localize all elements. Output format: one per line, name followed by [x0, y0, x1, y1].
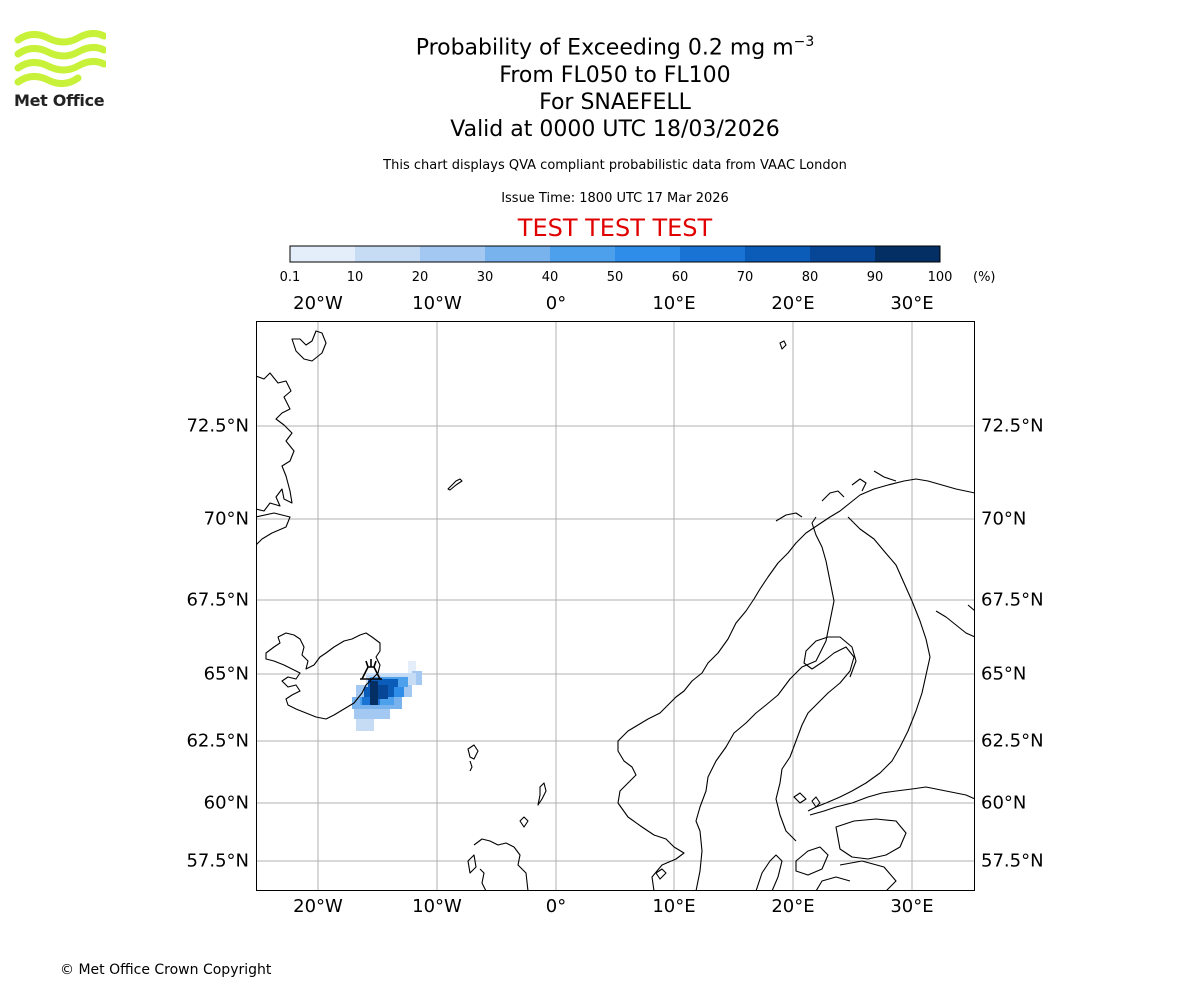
- copyright-notice: © Met Office Crown Copyright: [60, 962, 272, 978]
- chart-title-line1: Probability of Exceeding 0.2 mg m−3: [0, 29, 1200, 61]
- finland-russia-border: [807, 516, 931, 812]
- map-panel: [256, 321, 975, 891]
- colorbar-tick-label: 50: [606, 270, 624, 285]
- colorbar-tick-label: 20: [411, 270, 429, 285]
- colorbar-tick-label: 100: [927, 270, 953, 285]
- met-office-wave-icon: [14, 30, 106, 87]
- norway-coast: [617, 478, 975, 891]
- colorbar-tick-label: 60: [671, 270, 689, 285]
- lon-label-top-10w: 10°W: [412, 293, 462, 314]
- issue-time: Issue Time: 1800 UTC 17 Mar 2026: [501, 191, 729, 206]
- chart-title-line4: Valid at 0000 UTC 18/03/2026: [450, 117, 780, 142]
- lat-label-left-67-5n: 67.5°N: [186, 589, 249, 611]
- colorbar-tick-label: 0.1: [279, 270, 301, 285]
- lon-label-bottom-10w: 10°W: [412, 896, 462, 917]
- gulf-of-bothnia-coast: [775, 636, 857, 842]
- colorbar-cell: [355, 246, 420, 262]
- test-banner: TEST TEST TEST: [517, 214, 713, 242]
- jan-mayen-coast: [447, 478, 463, 491]
- lat-label-right-62-5n: 62.5°N: [981, 730, 1044, 752]
- iceland-coast: [265, 632, 381, 720]
- colorbar-tick-label: 70: [736, 270, 754, 285]
- sweden-norway-border: [695, 516, 835, 891]
- lat-label-right-70n: 70°N: [981, 508, 1027, 530]
- lon-label-top-0: 0°: [545, 293, 567, 314]
- title-superscript: −3: [793, 34, 815, 50]
- colorbar-swatches: [289, 245, 941, 263]
- colorbar-cell: [810, 246, 875, 262]
- faroe-coast: [467, 744, 479, 760]
- map-frame: [256, 321, 975, 891]
- lon-label-bottom-0: 0°: [545, 896, 567, 917]
- lat-label-left-70n: 70°N: [203, 508, 249, 530]
- lat-label-right-60n: 60°N: [981, 792, 1027, 814]
- colorbar-cell: [290, 246, 355, 262]
- lat-label-left-72-5n: 72.5°N: [186, 415, 249, 437]
- lon-label-top-30e: 30°E: [890, 293, 934, 314]
- volcano-marker-icon: [360, 659, 382, 680]
- bear-island-coast: [779, 340, 787, 350]
- lat-label-left-60n: 60°N: [203, 792, 249, 814]
- lon-label-bottom-30e: 30°E: [890, 896, 934, 917]
- lon-label-top-20w: 20°W: [293, 293, 343, 314]
- colorbar-cell: [745, 246, 810, 262]
- chart-subtitle: This chart displays QVA compliant probab…: [383, 158, 847, 173]
- lat-label-right-67-5n: 67.5°N: [981, 589, 1044, 611]
- colorbar-cell: [485, 246, 550, 262]
- lon-label-bottom-20e: 20°E: [771, 896, 815, 917]
- colorbar-tick-label: 90: [866, 270, 884, 285]
- colorbar-cell: [550, 246, 615, 262]
- lon-label-bottom-20w: 20°W: [293, 896, 343, 917]
- colorbar-unit: (%): [973, 270, 996, 285]
- scotland-coast: [473, 838, 529, 891]
- colorbar-cell: [420, 246, 485, 262]
- lat-label-left-62-5n: 62.5°N: [186, 730, 249, 752]
- lon-label-bottom-10e: 10°E: [652, 896, 696, 917]
- logo-text: Met Office: [14, 91, 105, 110]
- lat-label-right-72-5n: 72.5°N: [981, 415, 1044, 437]
- colorbar-tick-label: 30: [476, 270, 494, 285]
- probability-plume: [352, 661, 422, 731]
- title-prefix: Probability of Exceeding 0.2 mg m: [415, 35, 794, 61]
- colorbar-tick-label: 10: [346, 270, 364, 285]
- colorbar-tick-label: 40: [541, 270, 559, 285]
- lat-label-right-65n: 65°N: [981, 663, 1027, 685]
- lon-label-top-20e: 20°E: [771, 293, 815, 314]
- chart-title-line2: From FL050 to FL100: [499, 63, 731, 88]
- gridlines: [256, 321, 975, 891]
- gotland-coast: [795, 846, 829, 876]
- colorbar-cell: [680, 246, 745, 262]
- shetland-coast: [537, 782, 547, 806]
- finland-south-coast: [809, 786, 975, 816]
- lat-label-right-57-5n: 57.5°N: [981, 850, 1044, 872]
- chart-title-line3: For SNAEFELL: [539, 90, 691, 115]
- lat-label-left-65n: 65°N: [203, 663, 249, 685]
- greenland-coast: [256, 372, 295, 512]
- colorbar-cell: [615, 246, 680, 262]
- lat-label-left-57-5n: 57.5°N: [186, 850, 249, 872]
- lon-label-top-10e: 10°E: [652, 293, 696, 314]
- coastlines: [256, 330, 975, 891]
- colorbar-tick-label: 80: [801, 270, 819, 285]
- colorbar-cell: [875, 246, 940, 262]
